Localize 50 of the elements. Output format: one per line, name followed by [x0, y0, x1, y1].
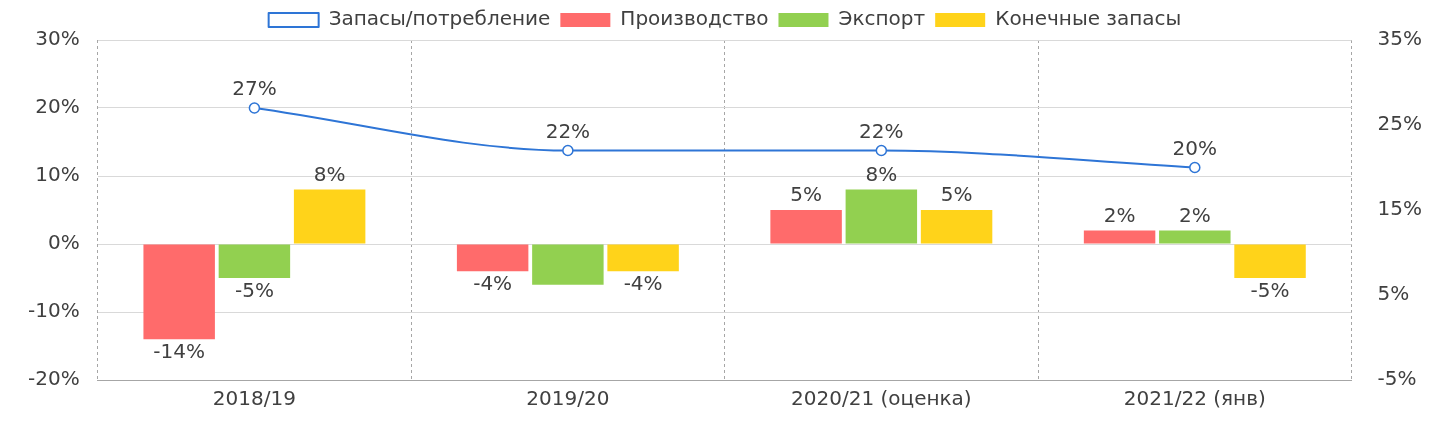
bar: [607, 244, 679, 272]
point: [562, 144, 574, 157]
legend-label: Конечные запасы: [995, 6, 1182, 31]
bar: [218, 244, 291, 278]
legend-label: Производство: [620, 6, 769, 31]
data-label: -5%: [1250, 278, 1290, 303]
data-label: 8%: [865, 161, 898, 186]
data-label: 5%: [940, 182, 973, 207]
x-tick-label: 2019/20: [526, 386, 610, 411]
point: [1189, 161, 1201, 174]
y-tick-label: 20%: [35, 94, 80, 119]
x-tick-label: 2018/19: [212, 386, 296, 411]
bar: [1159, 230, 1231, 244]
data-label: 2%: [1178, 202, 1211, 227]
y-tick-label: -20%: [28, 366, 80, 391]
y-tick-label: 10%: [35, 162, 80, 187]
bar: [920, 210, 993, 244]
data-label: 22%: [545, 118, 591, 143]
data-label: 22%: [859, 118, 904, 143]
bar: [1234, 244, 1306, 278]
data-label: 27%: [232, 76, 277, 101]
x-tick-label: 2021/22 (янв): [1123, 386, 1266, 411]
y2-tick-label: -5%: [1377, 366, 1417, 391]
y-tick-label: -10%: [28, 298, 80, 323]
bar: [456, 244, 529, 272]
point: [248, 102, 261, 114]
data-label: 5%: [790, 182, 822, 207]
bar: [143, 244, 215, 340]
bar: [293, 189, 366, 244]
bar: [845, 189, 918, 244]
y2-tick-label: 5%: [1377, 281, 1410, 306]
y-tick-label: 0%: [47, 230, 80, 255]
data-label: 8%: [313, 161, 346, 186]
bar: [532, 244, 604, 285]
bar: [770, 210, 842, 244]
data-label: -4%: [473, 271, 513, 296]
x-tick-label: 2020/21 (оценка): [791, 386, 972, 411]
data-label: 2%: [1103, 202, 1136, 227]
y-tick-label: 30%: [35, 26, 80, 51]
y2-tick-label: 15%: [1377, 196, 1422, 221]
data-label: -14%: [153, 339, 206, 364]
point: [875, 144, 888, 157]
y2-tick-label: 25%: [1377, 111, 1422, 136]
data-label: -5%: [234, 278, 274, 303]
data-label: -4%: [623, 271, 663, 296]
bar: [1083, 230, 1156, 244]
legend-label: Запасы/потребление: [328, 6, 551, 31]
y2-tick-label: 35%: [1377, 26, 1422, 51]
data-label: 20%: [1172, 135, 1218, 160]
legend-label: Экспорт: [838, 6, 926, 31]
